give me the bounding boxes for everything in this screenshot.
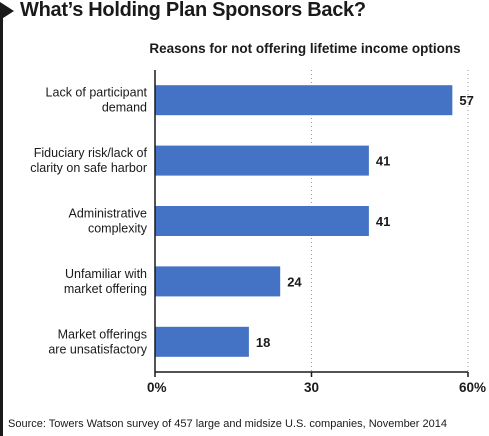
category-label-1: Fiduciary risk/lack of clarity on safe ha… — [30, 146, 147, 175]
value-label-4: 18 — [256, 335, 270, 350]
left-rule — [0, 14, 3, 436]
category-labels: Lack of participant demand Fiduciary risk/… — [30, 86, 147, 357]
category-label-2: Administrative complexity — [69, 207, 148, 236]
bar-0 — [155, 85, 453, 116]
value-label-0: 57 — [459, 93, 473, 108]
bars — [155, 85, 453, 357]
x-tick-label-2: 60% — [459, 380, 486, 395]
title-triangle-marker — [0, 2, 14, 20]
source-note: Source: Towers Watson survey of 457 larg… — [8, 418, 447, 430]
value-label-2: 41 — [376, 214, 390, 229]
value-label-3: 24 — [287, 274, 302, 289]
bar-1 — [155, 145, 369, 176]
x-tick-label-1: 30 — [304, 380, 319, 395]
bar-2 — [155, 206, 369, 236]
bar-3 — [155, 266, 281, 297]
x-tick-label-0: 0% — [147, 380, 167, 395]
bar-4 — [155, 326, 249, 357]
page-title: What’s Holding Plan Sponsors Back? — [20, 0, 366, 21]
category-label-3: Unfamiliar with market offering — [64, 267, 147, 296]
value-labels: 57 41 41 24 18 — [256, 93, 474, 350]
category-label-4: Market offerings are unsatisfactory — [48, 327, 147, 356]
category-label-0: Lack of participant demand — [46, 86, 148, 115]
value-label-1: 41 — [376, 154, 390, 169]
x-axis: 0% 30 60% — [147, 70, 486, 395]
chart-title: Reasons for not offering lifetime income… — [149, 41, 461, 56]
